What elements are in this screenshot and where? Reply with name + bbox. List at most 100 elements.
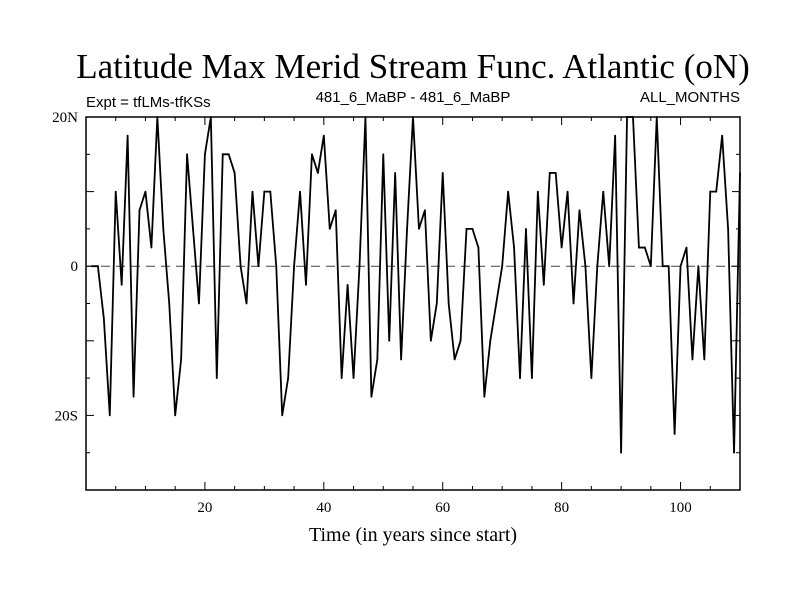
data-point [721,134,724,137]
data-point [293,265,295,268]
data-point [132,395,135,398]
data-point [584,265,587,268]
data-point [453,358,456,361]
data-point [227,153,230,156]
data-point [340,377,343,379]
data-point [245,302,248,305]
data-point [620,451,622,454]
data-point [572,302,575,305]
data-point [590,377,593,379]
x-tick-label: 100 [669,500,692,516]
data-point [542,283,545,286]
data-point [614,134,617,137]
data-point [507,190,510,193]
data-point [96,265,99,268]
data-point [174,414,177,417]
data-point [465,228,468,230]
data-point [554,172,557,174]
data-point [435,302,438,305]
data-point [406,228,408,230]
data-point [578,209,581,212]
data-point [643,246,646,249]
y-tick-label: 0 [71,259,79,275]
data-point [311,153,313,156]
data-point [733,451,735,454]
series-line [91,116,741,453]
data-point [649,265,652,268]
data-point [525,228,527,230]
x-tick-label: 60 [435,500,450,516]
data-point [108,414,111,417]
data-point [168,302,171,305]
data-point [394,172,397,174]
data-point [501,265,504,268]
x-tick-label: 40 [316,500,331,516]
plot-area-frame [85,116,741,491]
data-point [519,377,521,379]
chart-title: Latitude Max Merid Stream Func. Atlantic… [76,47,750,86]
data-point [251,190,254,193]
data-point [352,377,355,379]
data-point [120,283,123,286]
data-point [602,190,605,193]
data-point [489,339,492,342]
data-point [483,395,486,398]
data-point [418,228,420,230]
y-tick-label: 20S [55,408,78,424]
data-point [186,153,188,156]
data-point [531,377,533,379]
data-point [334,209,337,212]
expt-label: Expt = tfLMs-tfKSs [86,94,211,111]
data-point [727,228,730,230]
data-point [138,209,141,212]
data-point [281,414,284,417]
data-point [263,190,266,193]
data-point [679,265,682,268]
data-point [560,246,563,249]
data-point [477,246,480,249]
data-point [221,153,224,156]
data-point [198,302,200,305]
data-point [322,134,325,137]
data-point [715,190,718,193]
data-point [673,433,676,435]
x-tick-label: 20 [197,500,212,516]
center-label: 481_6_MaBP - 481_6_MaBP [316,89,511,106]
data-point [388,339,391,342]
data-point [370,395,373,398]
data-point [548,172,551,174]
data-point [180,358,183,361]
data-point [305,283,307,286]
data-point [91,265,93,268]
data-point [346,283,349,286]
x-axis-label: Time (in years since start) [309,524,517,546]
data-point [376,358,379,361]
data-point [316,172,319,174]
data-point [459,339,462,342]
data-point [215,377,218,379]
data-point [709,190,712,193]
data-point [204,153,206,156]
data-point [495,302,498,305]
data-point [685,246,688,249]
data-point [150,246,153,249]
data-point [382,153,385,156]
data-point [608,265,611,268]
data-point [691,358,694,361]
data-point [513,246,515,249]
data-point [257,265,260,268]
data-point [144,190,147,193]
data-point [162,228,165,230]
data-point [102,317,105,320]
data-point [287,377,290,379]
data-point [661,265,664,268]
data-point [423,209,426,212]
data-point [566,190,569,193]
data-point [239,265,242,268]
data-point [269,190,272,193]
data-point [192,228,194,230]
data-point [697,265,700,268]
y-tick-label: 20N [52,110,78,126]
data-point [703,358,706,361]
